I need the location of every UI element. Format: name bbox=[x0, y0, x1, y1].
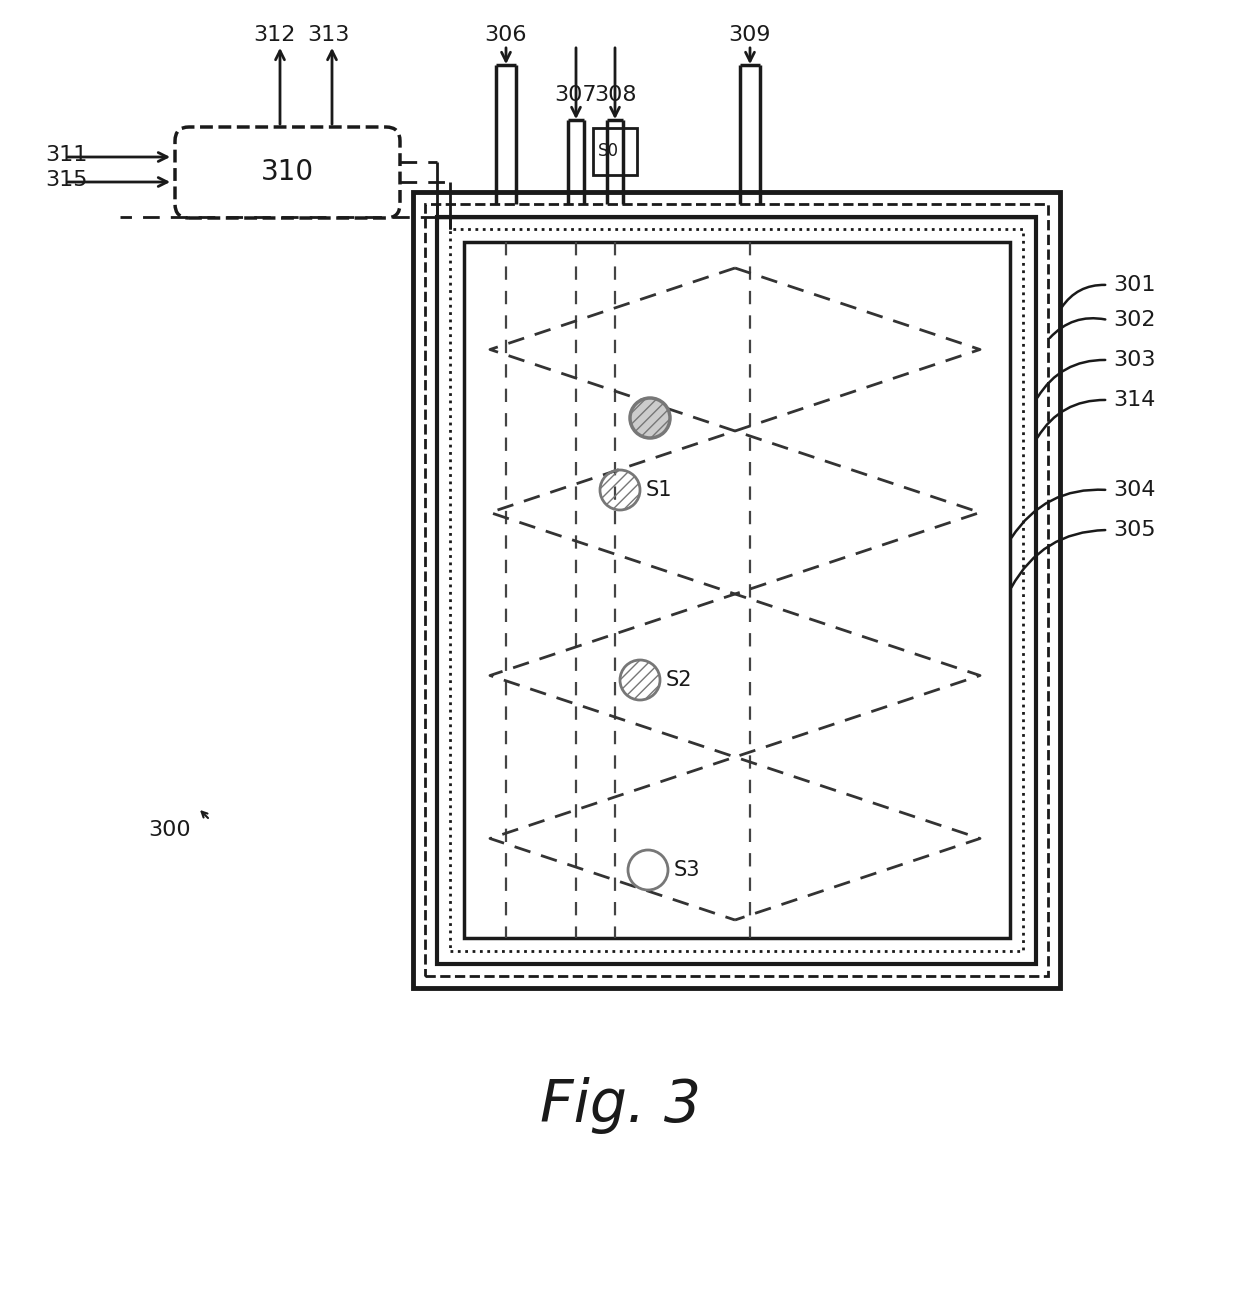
Text: 312: 312 bbox=[253, 25, 295, 44]
Text: 306: 306 bbox=[485, 25, 527, 44]
Text: 302: 302 bbox=[1114, 310, 1156, 330]
Text: 314: 314 bbox=[1114, 390, 1156, 409]
Bar bbox=[464, 242, 1011, 938]
FancyArrowPatch shape bbox=[1050, 318, 1105, 337]
Text: 308: 308 bbox=[594, 85, 636, 105]
FancyArrowPatch shape bbox=[1038, 400, 1105, 438]
FancyArrowPatch shape bbox=[1012, 489, 1105, 538]
Text: S3: S3 bbox=[675, 859, 701, 880]
Circle shape bbox=[630, 398, 670, 438]
Text: S0: S0 bbox=[598, 143, 619, 160]
Bar bbox=[425, 204, 1048, 976]
Text: 310: 310 bbox=[260, 158, 314, 186]
Text: 311: 311 bbox=[45, 145, 87, 165]
Text: S2: S2 bbox=[666, 670, 692, 691]
Text: 304: 304 bbox=[1114, 480, 1156, 500]
FancyArrowPatch shape bbox=[1061, 285, 1105, 307]
Text: 315: 315 bbox=[45, 170, 88, 190]
Bar bbox=[593, 128, 637, 175]
Text: 305: 305 bbox=[1114, 521, 1156, 540]
Text: 309: 309 bbox=[729, 25, 771, 44]
Bar bbox=[413, 192, 1060, 988]
Bar bbox=[436, 217, 1035, 964]
Text: 300: 300 bbox=[149, 820, 191, 840]
Text: 307: 307 bbox=[554, 85, 598, 105]
Text: Fig. 3: Fig. 3 bbox=[539, 1076, 701, 1134]
Text: 301: 301 bbox=[1114, 275, 1156, 296]
Text: 303: 303 bbox=[1114, 351, 1156, 370]
FancyArrowPatch shape bbox=[1038, 360, 1105, 398]
FancyArrowPatch shape bbox=[1012, 530, 1105, 587]
Bar bbox=[450, 229, 1023, 951]
Text: S1: S1 bbox=[646, 480, 672, 500]
Text: 313: 313 bbox=[306, 25, 350, 44]
